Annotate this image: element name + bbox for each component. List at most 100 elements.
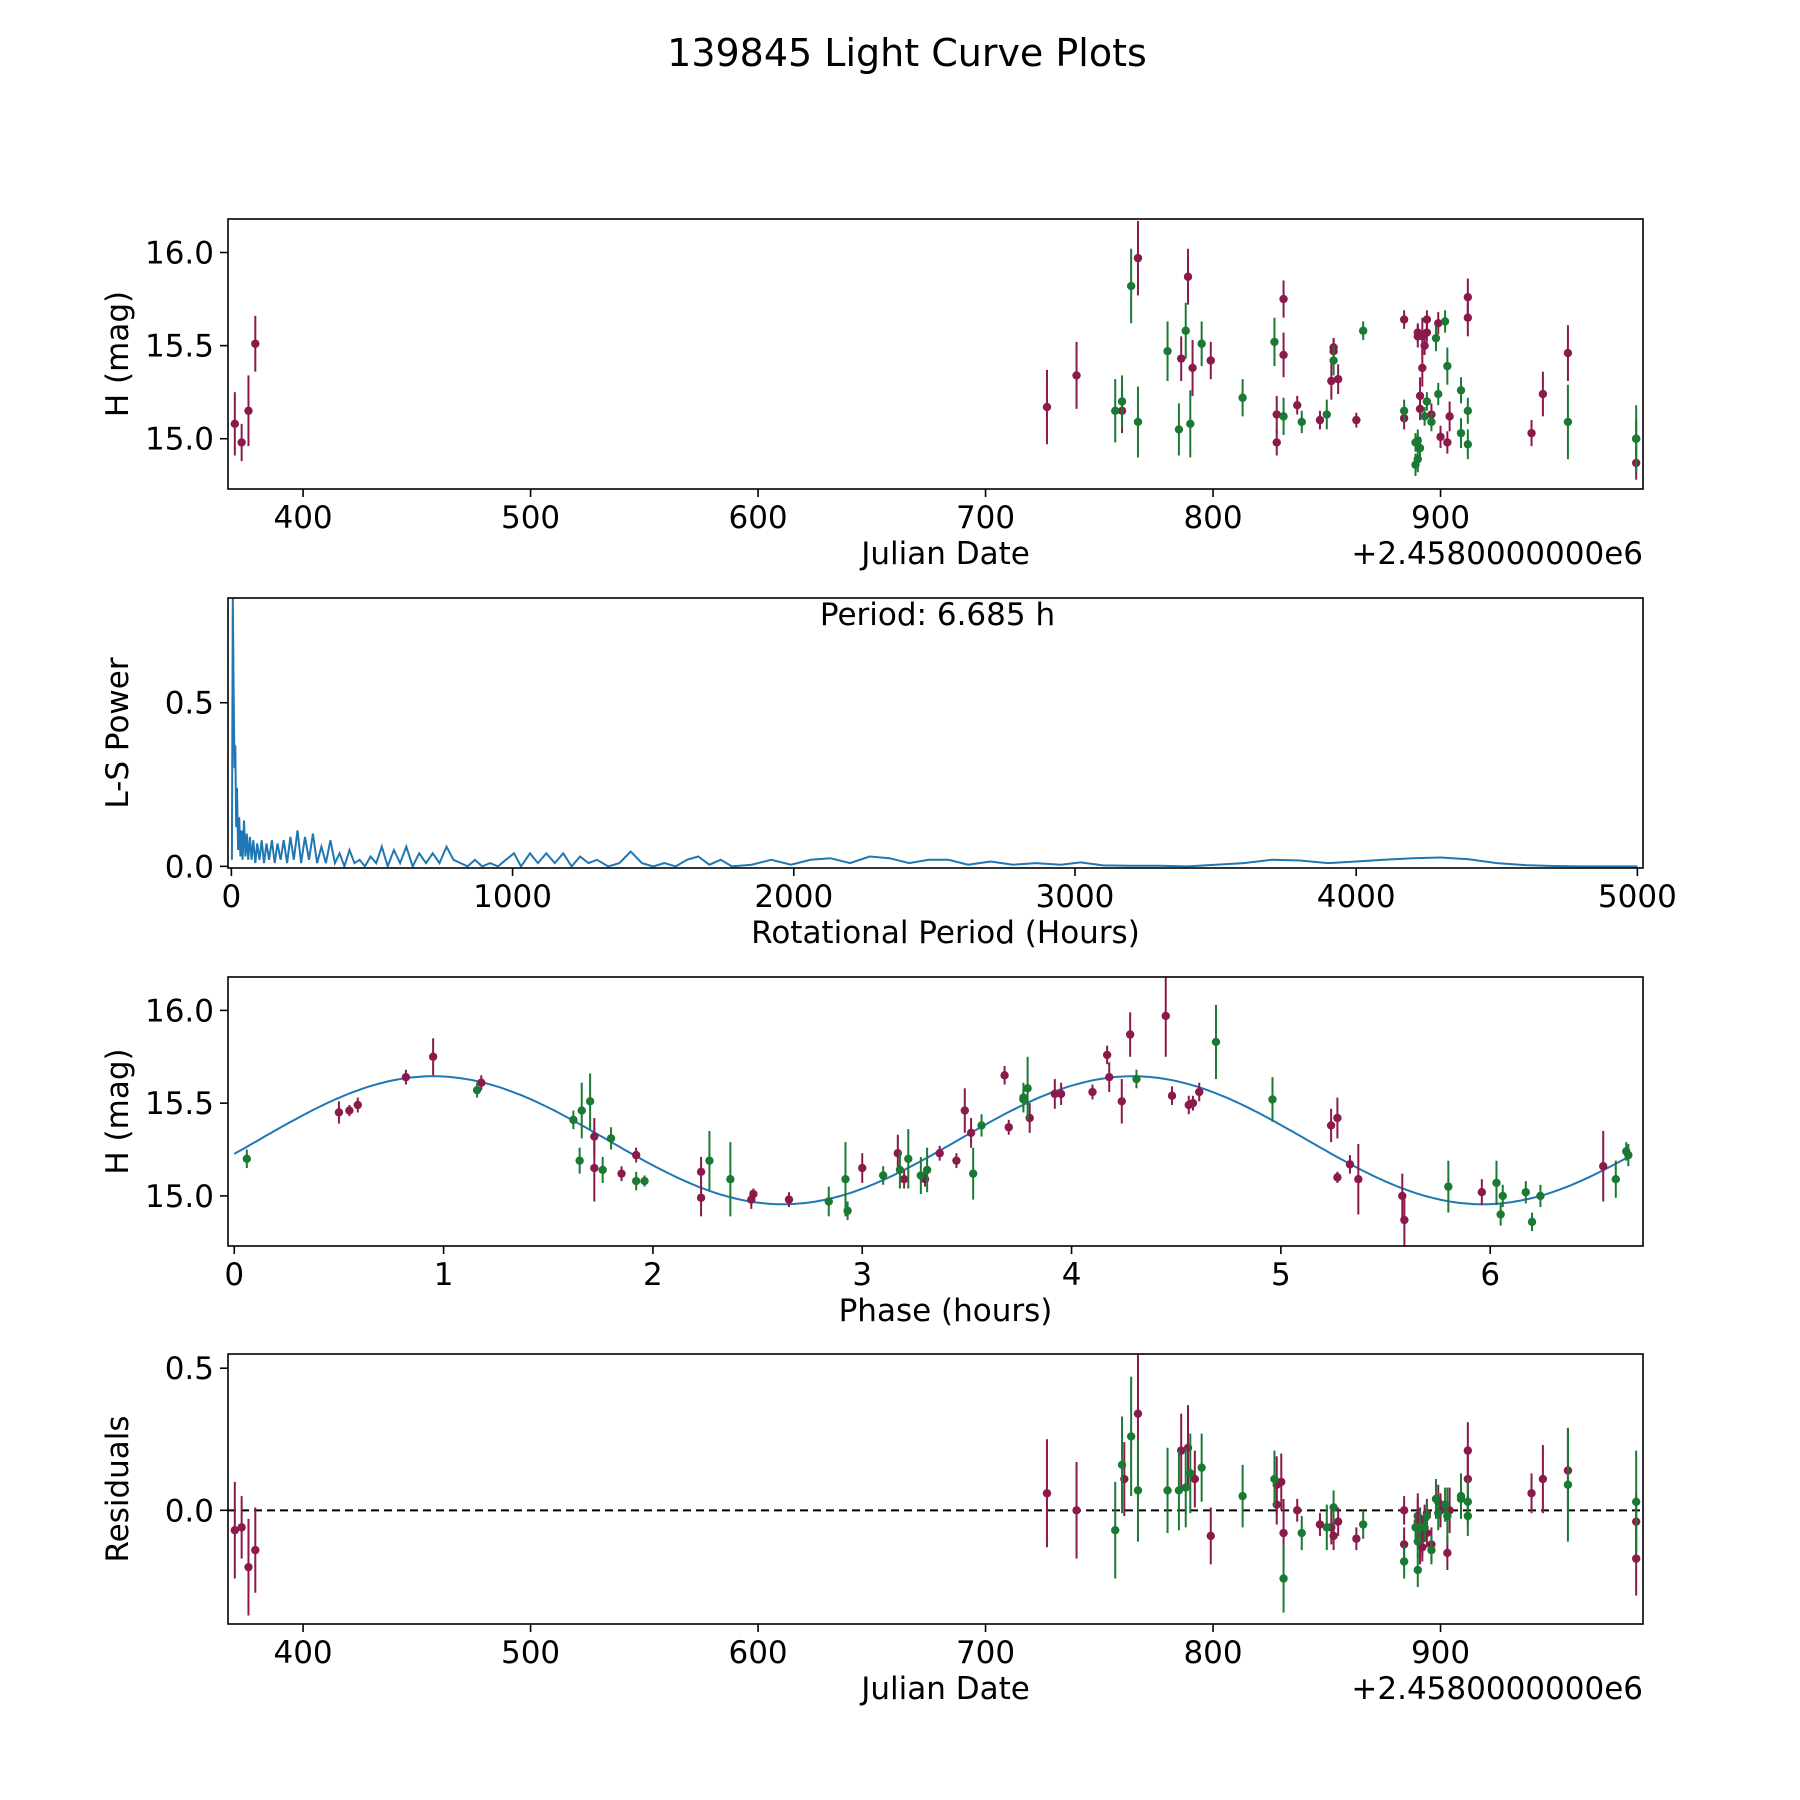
residuals-point-filter-2 (1434, 1508, 1443, 1518)
residuals-point-filter-1 (1279, 1528, 1288, 1538)
lightcurve-point-filter-1 (1206, 356, 1215, 365)
phased-point-filter-2 (1496, 1210, 1505, 1219)
phased-point-filter-2 (922, 1165, 932, 1175)
lightcurve-xtick-label: 400 (273, 500, 332, 536)
phased-point-filter-2 (1536, 1191, 1545, 1201)
phased-xtick-label: 4 (1062, 1257, 1082, 1293)
phased-point-filter-1 (590, 1163, 599, 1173)
phased-point-filter-1 (1161, 1011, 1170, 1021)
phased-xtick-label: 0 (224, 1257, 244, 1293)
phased-xlabel: Phase (hours) (839, 1293, 1053, 1329)
phased-point-filter-1 (617, 1169, 626, 1178)
phased-point-filter-2 (705, 1156, 714, 1165)
lightcurve-point-filter-2 (1422, 397, 1432, 406)
phased-xtick-label: 6 (1480, 1257, 1500, 1293)
lightcurve-panel: 400 500 600 700 800 900 15.0 15.5 16.0 Julian Dat… (100, 218, 1644, 572)
phased-point-filter-1 (1354, 1175, 1363, 1184)
phased-point-filter-1 (1333, 1173, 1342, 1182)
residuals-point-filter-1 (1527, 1489, 1536, 1498)
phased-point-filter-2 (577, 1106, 586, 1115)
phased-point-filter-2 (585, 1097, 595, 1106)
phased-point-filter-2 (631, 1176, 641, 1186)
residuals-point-filter-2 (1186, 1469, 1195, 1478)
lightcurve-point-filter-2 (1443, 361, 1452, 371)
lightcurve-data (230, 220, 1641, 480)
lightcurve-point-filter-1 (1443, 438, 1452, 447)
lightcurve-xtick-label: 800 (1183, 500, 1242, 536)
residuals-point-filter-2 (1270, 1474, 1279, 1484)
lightcurve-point-filter-1 (1333, 374, 1343, 384)
phased-point-filter-2 (472, 1085, 482, 1095)
lightcurve-point-filter-1 (251, 339, 260, 348)
phased-point-filter-2 (575, 1156, 584, 1165)
periodogram-line (230, 598, 1638, 868)
phased-point-filter-1 (749, 1189, 758, 1199)
lightcurve-point-filter-2 (1631, 434, 1641, 443)
residuals-point-filter-2 (1279, 1574, 1288, 1583)
periodogram-annotation: Period: 6.685 h (820, 597, 1055, 633)
lightcurve-point-filter-1 (1272, 438, 1281, 447)
lightcurve-xtick-label: 500 (501, 500, 560, 536)
phased-point-filter-2 (1023, 1084, 1032, 1093)
lightcurve-point-filter-1 (1399, 315, 1409, 324)
phased-point-filter-1 (952, 1156, 961, 1165)
phased-point-filter-1 (1345, 1160, 1355, 1169)
lightcurve-point-filter-2 (1440, 317, 1450, 326)
residuals-point-filter-1 (1631, 1554, 1641, 1563)
periodogram-xtick-label: 3000 (1036, 879, 1115, 915)
phased-point-filter-2 (1211, 1037, 1221, 1047)
lightcurve-point-filter-2 (1197, 339, 1206, 348)
residuals-point-filter-2 (1427, 1545, 1436, 1555)
phased-point-filter-1 (1333, 1113, 1342, 1123)
phased-panel: 0 1 2 3 4 5 6 15.0 15.5 16.0 Phase (hours) H (mag) (100, 976, 1644, 1329)
residuals-point-filter-2 (1238, 1491, 1247, 1501)
phased-ytick-label: 16.0 (145, 993, 214, 1029)
lightcurve-point-filter-1 (230, 419, 240, 429)
phased-point-filter-2 (968, 1169, 978, 1178)
lightcurve-point-filter-2 (1563, 417, 1573, 427)
lightcurve-point-filter-1 (1315, 415, 1325, 425)
lightcurve-point-filter-2 (1186, 419, 1195, 429)
lightcurve-point-filter-2 (1322, 410, 1331, 419)
residuals-point-filter-1 (1418, 1543, 1427, 1552)
lightcurve-ytick-label: 15.5 (145, 329, 214, 365)
residuals-xtick-label: 800 (1183, 1635, 1242, 1671)
phased-point-filter-1 (899, 1175, 909, 1184)
residuals-point-filter-2 (1181, 1483, 1190, 1492)
phased-frame (227, 976, 1644, 1247)
phased-point-filter-2 (841, 1175, 850, 1184)
phased-point-filter-2 (1019, 1093, 1028, 1102)
residuals-point-filter-2 (1297, 1528, 1306, 1538)
lightcurve-ylabel: H (mag) (100, 291, 136, 417)
phased-point-filter-1 (696, 1167, 706, 1176)
phased-xtick-label: 3 (852, 1257, 872, 1293)
lightcurve-point-filter-1 (1272, 410, 1281, 419)
lightcurve-point-filter-1 (1418, 363, 1427, 373)
phased-point-filter-1 (1088, 1087, 1097, 1097)
phased-point-filter-2 (242, 1154, 252, 1164)
phased-point-filter-1 (477, 1078, 486, 1087)
residuals-point-filter-2 (1133, 1486, 1143, 1495)
lightcurve-point-filter-1 (1279, 294, 1288, 304)
periodogram-xtick-label: 1000 (473, 879, 552, 915)
lightcurve-point-filter-2 (1133, 417, 1143, 427)
residuals-point-filter-1 (1206, 1531, 1215, 1541)
lightcurve-point-filter-2 (1270, 337, 1279, 347)
phased-ylabel: H (mag) (100, 1048, 136, 1174)
residuals-point-filter-2 (1563, 1480, 1573, 1489)
residuals-panel: 400 500 600 700 800 900 0.0 0.5 Julian Date Resid… (100, 1351, 1644, 1707)
lightcurve-point-filter-1 (1415, 391, 1425, 401)
residuals-ytick-label: 0.0 (165, 1493, 214, 1529)
residuals-point-filter-1 (1463, 1446, 1473, 1455)
phased-point-filter-1 (960, 1106, 970, 1115)
residuals-frame (227, 1353, 1644, 1625)
lightcurve-point-filter-2 (1117, 397, 1127, 406)
phased-point-filter-1 (1400, 1215, 1409, 1225)
residuals-point-filter-2 (1399, 1557, 1409, 1566)
phased-point-filter-2 (878, 1171, 888, 1180)
residuals-point-filter-1 (1042, 1489, 1052, 1498)
phased-point-filter-1 (1125, 1030, 1135, 1039)
lightcurve-point-filter-1 (1327, 376, 1336, 386)
phased-point-filter-2 (1268, 1095, 1277, 1104)
periodogram-xlabel: Rotational Period (Hours) (751, 915, 1140, 951)
